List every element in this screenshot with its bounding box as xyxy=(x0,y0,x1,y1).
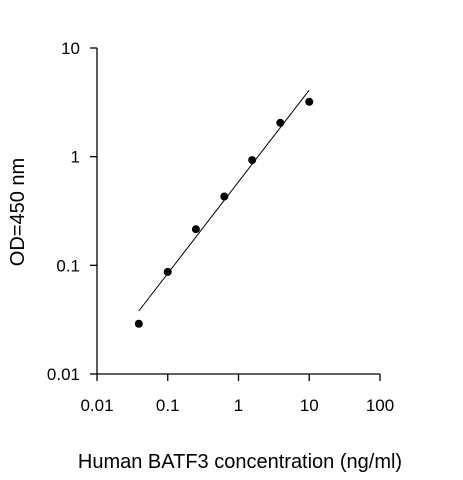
x-tick-label: 100 xyxy=(366,396,394,415)
x-tick-label: 0.01 xyxy=(80,396,113,415)
x-tick-label: 10 xyxy=(300,396,319,415)
data-point xyxy=(276,118,285,127)
y-tick-label: 1 xyxy=(71,148,80,167)
data-point xyxy=(220,192,229,201)
x-tick-label: 1 xyxy=(234,396,243,415)
data-point xyxy=(305,97,314,106)
y-tick-label: 0.1 xyxy=(56,256,80,275)
x-axis-label: Human BATF3 concentration (ng/ml) xyxy=(78,451,402,473)
data-points xyxy=(134,97,314,328)
y-axis-label: OD=450 nm xyxy=(7,158,29,266)
y-ticks: 0.01 0.1 1 10 xyxy=(47,39,97,384)
data-point xyxy=(163,267,172,276)
data-point xyxy=(134,319,143,328)
x-tick-label: 0.1 xyxy=(156,396,180,415)
data-point xyxy=(191,225,200,234)
y-tick-label: 10 xyxy=(61,39,80,58)
y-tick-label: 0.01 xyxy=(47,365,80,384)
x-ticks: 0.01 0.1 1 10 100 xyxy=(80,374,394,415)
data-point xyxy=(248,156,257,165)
